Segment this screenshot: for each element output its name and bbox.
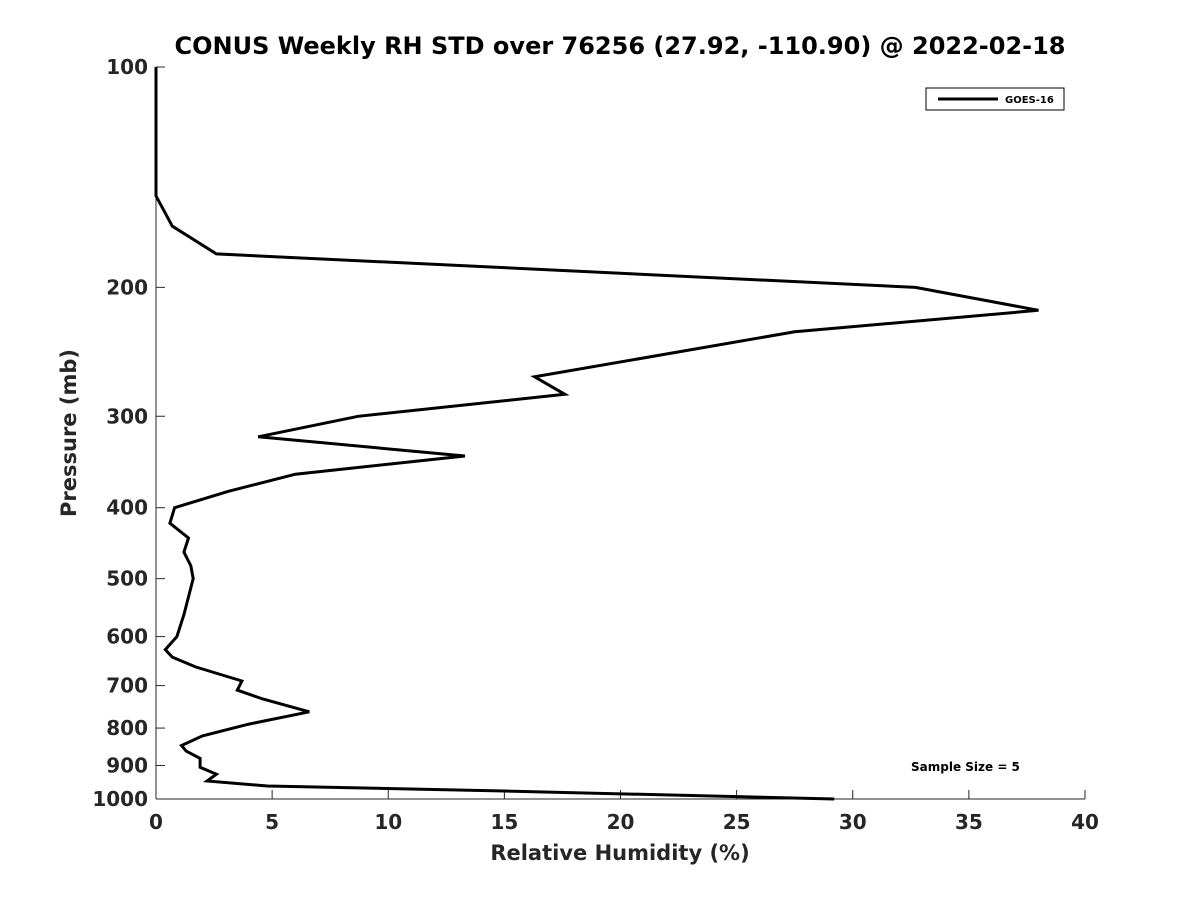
x-tick-label: 20: [607, 810, 635, 834]
y-axis-label: Pressure (mb): [57, 349, 81, 517]
y-tick-label: 700: [106, 674, 148, 698]
sample-size-annotation: Sample Size = 5: [911, 760, 1020, 774]
y-tick-label: 100: [106, 55, 148, 79]
y-tick-label: 200: [106, 275, 148, 299]
legend: GOES-16: [925, 87, 1065, 111]
y-axis-ticks: 100 200 300 400 500 600 700 800 900 1000: [92, 55, 165, 811]
chart-title: CONUS Weekly RH STD over 76256 (27.92, -…: [174, 32, 1065, 60]
y-tick-label: 300: [106, 404, 148, 428]
x-tick-label: 40: [1071, 810, 1099, 834]
x-tick-label: 5: [265, 810, 279, 834]
series-line-goes-16: [154, 67, 1039, 801]
x-axis-ticks: 0 5 10 15 20 25 30 35 40: [149, 790, 1099, 834]
x-tick-label: 0: [149, 810, 163, 834]
y-tick-label: 1000: [92, 787, 148, 811]
x-tick-label: 35: [955, 810, 983, 834]
y-tick-label: 800: [106, 716, 148, 740]
y-tick-label: 900: [106, 754, 148, 778]
x-tick-label: 25: [723, 810, 751, 834]
legend-label: GOES-16: [1005, 95, 1054, 106]
series-layer: [154, 67, 1039, 801]
y-tick-label: 600: [106, 625, 148, 649]
plot-area: [156, 67, 1085, 799]
x-tick-label: 30: [839, 810, 867, 834]
x-axis-label: Relative Humidity (%): [490, 841, 749, 865]
y-tick-label: 500: [106, 567, 148, 591]
y-tick-label: 400: [106, 496, 148, 520]
x-tick-label: 15: [490, 810, 518, 834]
x-tick-label: 10: [374, 810, 402, 834]
